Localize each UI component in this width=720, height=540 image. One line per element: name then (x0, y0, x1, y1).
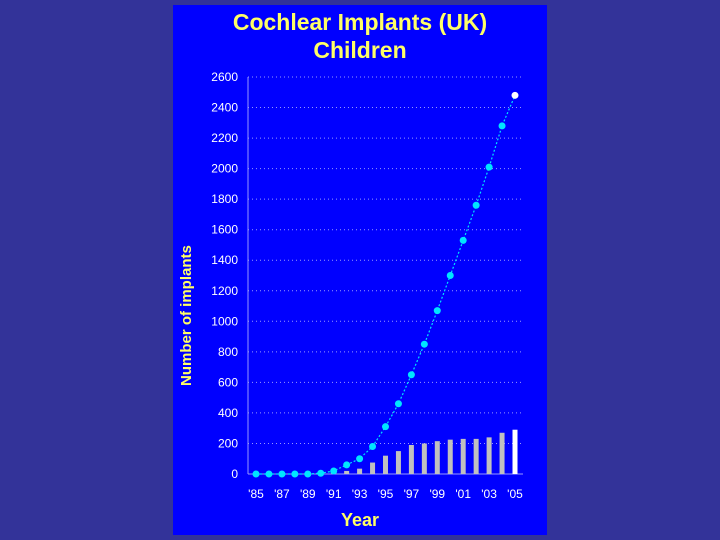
y-tick-label: 1400 (211, 253, 238, 267)
data-point (278, 470, 286, 478)
y-tick-label: 0 (231, 467, 238, 481)
y-tick-label: 400 (218, 406, 238, 420)
y-tick-label: 1200 (211, 284, 238, 298)
data-point (407, 371, 415, 379)
data-point (382, 423, 389, 431)
bar (499, 432, 505, 474)
data-point (498, 122, 506, 130)
y-tick-label: 200 (218, 436, 238, 450)
data-point (511, 91, 519, 99)
title-line-2: Children (313, 37, 407, 63)
x-tick-label: '95 (378, 487, 394, 501)
bar (460, 438, 466, 474)
data-point (252, 470, 260, 478)
x-axis-label: Year (340, 510, 380, 530)
gridlines (248, 76, 523, 444)
data-point (485, 163, 493, 171)
x-tick-label: '87 (274, 487, 290, 501)
bar (370, 462, 376, 474)
data-point (265, 470, 273, 478)
y-tick-label: 1600 (211, 223, 238, 237)
x-tick-label: '99 (429, 487, 445, 501)
bar (473, 438, 479, 474)
data-point (433, 307, 441, 315)
bar (383, 455, 388, 474)
data-point (343, 461, 351, 469)
bar (486, 437, 492, 474)
line-series (252, 91, 519, 478)
x-tick-label: '89 (300, 487, 316, 501)
data-point (459, 236, 467, 244)
y-tick-label: 1800 (211, 192, 238, 206)
bar (447, 439, 453, 474)
chart-title: Cochlear Implants (UK) Children (173, 8, 547, 64)
y-tick-label: 2000 (211, 162, 238, 176)
x-tick-label: '03 (481, 487, 497, 501)
data-point (304, 470, 312, 478)
bar (408, 444, 414, 474)
x-tick-label: '97 (404, 487, 420, 501)
data-point (420, 340, 428, 348)
x-tick-label: '91 (326, 487, 342, 501)
x-tick-label: '85 (248, 487, 264, 501)
x-tick-labels: '85 '87 '89 '91 '93 '95 '97 '99 '01 '03 '05 (248, 487, 523, 501)
axes (247, 77, 523, 475)
chart-panel (173, 5, 547, 535)
x-tick-label: '05 (507, 487, 523, 501)
series-line (256, 95, 516, 475)
data-point (291, 470, 299, 478)
y-tick-label: 2600 (211, 70, 238, 84)
y-tick-labels: 0 200 400 600 800 1000 1200 1400 1600 1800 2000 220… (211, 70, 238, 481)
data-point (317, 469, 325, 477)
y-tick-label: 1000 (211, 314, 238, 328)
bar (344, 470, 350, 474)
title-line-1: Cochlear Implants (UK) (232, 9, 488, 35)
x-tick-label: '01 (455, 487, 471, 501)
data-point (330, 467, 338, 475)
bar (512, 429, 518, 474)
x-tick-label: '93 (352, 487, 368, 501)
bar (421, 443, 427, 474)
bar (434, 441, 440, 474)
data-point (394, 400, 402, 408)
y-tick-label: 800 (218, 345, 238, 359)
y-tick-label: 2200 (211, 131, 238, 145)
y-axis-label: Number of implants (178, 245, 195, 386)
data-point (356, 455, 364, 463)
y-tick-label: 2400 (211, 101, 238, 115)
bar (357, 468, 363, 474)
y-tick-label: 600 (218, 375, 238, 389)
data-point (472, 201, 480, 209)
data-point (446, 272, 454, 279)
bar (395, 451, 401, 474)
data-point (369, 443, 377, 451)
